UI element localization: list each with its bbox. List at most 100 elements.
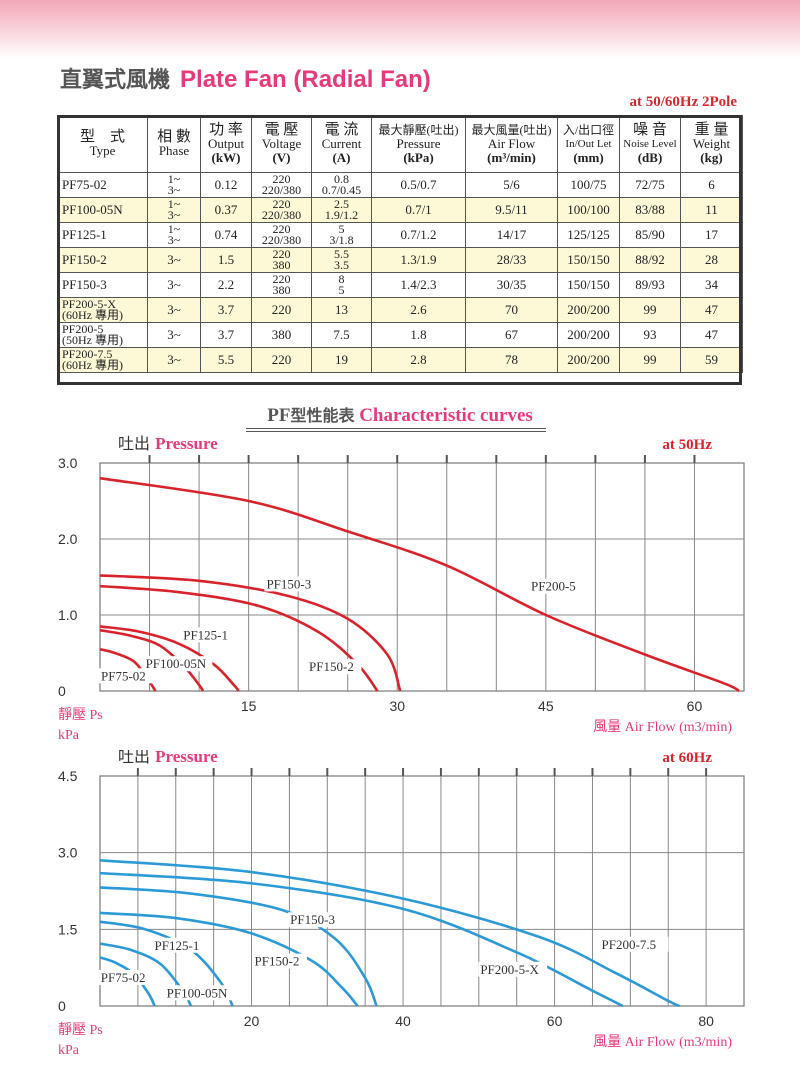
series-label-text: PF75-02 [101,668,146,683]
section-en: Characteristic curves [359,405,533,426]
series-label: PF200-5 [528,578,584,594]
cell-voltage: 220 380 [251,247,312,273]
cell-line: PF200-5-X [62,297,117,311]
cell-inout: 125/125 [557,222,620,248]
cell-output: 0.74 [200,222,252,248]
cell-phase: 3~ [147,297,201,323]
series-label-bg [252,953,307,969]
header-unit: (dB) [637,150,663,165]
cell-type: PF100-05N [57,197,148,223]
header-en: Type [89,143,116,158]
cell-line: 220/380 [261,233,302,247]
cell-line: PF150-3 [62,277,107,292]
header-cell: 相 數 Phase [147,115,201,173]
cell-weight: 17 [680,222,743,248]
cell-current: 5.5 3.5 [311,247,372,273]
cell-phase: 1~ 3~ [147,197,201,223]
cell-noise: 88/92 [619,247,681,273]
series-label: PF150-2 [307,659,362,675]
header-en: Air Flow [487,136,536,151]
cell-line: PF100-05N [62,202,123,217]
cell-line: 380 [272,258,291,272]
cell-inout: 200/200 [557,322,620,348]
header-cell: 入/出口徑 In/Out Let (mm) [557,115,620,173]
cell-type: PF125-1 [57,222,148,248]
cell-airflow: 78 [465,347,558,373]
cell-phase: 3~ [147,272,201,298]
series-label-text: PF150-3 [266,576,311,591]
cell-airflow: 70 [465,297,558,323]
series-label: PF150-3 [264,576,319,592]
series-label-text: PF150-3 [290,912,335,927]
cell-phase: 1~ 3~ [147,222,201,248]
header-cn: 電 壓 [264,122,299,138]
series-label: PF75-02 [98,969,154,985]
frequency-note: at 50/60Hz 2Pole [629,94,737,110]
y-tick-label: 3.0 [58,845,78,861]
series-line-pf150-2 [99,911,359,1007]
series-label-bg [98,668,154,684]
series-line-pf100-05n [99,628,205,692]
series-line-pf75-02 [99,647,157,692]
cell-line: 220 [272,247,291,261]
header-cn: 型 式 [79,129,125,145]
table-body: PF75-02 1~ 3~ 0.12 220 220/380 0.8 0.7/0.45 0.5/… [57,172,743,373]
title-cn: 直翼式風機 [60,68,171,93]
header-en: Output [207,136,245,151]
cell-line: 1~ [167,197,181,211]
cell-line: 2.5 [334,197,349,211]
cell-output: 5.5 [200,347,252,373]
cell-pressure: 1.8 [371,322,466,348]
cell-line: 7.5 [333,327,350,342]
series-label-bg [478,961,548,977]
cell-voltage: 380 [251,322,312,348]
cell-current: 13 [311,297,372,323]
series-label-text: PF200-5-X [480,962,539,977]
cell-type: PF150-2 [57,247,148,273]
cell-voltage: 220 380 [251,272,312,298]
header-cell: 電 壓 Voltage (V) [251,115,312,173]
cell-phase: 3~ [147,347,201,373]
x-tick-label: 60 [547,1013,563,1029]
x-tick-label: 80 [698,1013,714,1029]
cell-inout: 200/200 [557,347,620,373]
table-row: PF200-7.5 (60Hz 專用) 3~ 5.5 220 19 2.8 78 200/200… [57,347,743,373]
series-label-bg [164,985,234,1001]
header-unit: (mm) [573,150,604,165]
cell-output: 0.12 [200,172,252,198]
series-line-pf200-7.5 [99,859,681,1008]
cell-line: 0.8 [334,172,349,186]
cell-weight: 59 [680,347,743,373]
cell-line: 220/380 [261,183,302,197]
plot-frame [99,462,745,692]
series-label: PF200-7.5 [599,936,669,952]
series-line-pf150-3 [99,574,402,692]
header-cn: 功 率 [209,122,243,138]
y-axis-label: 靜壓 Ps [58,1022,103,1038]
spec-table: 型 式 Type 相 數 Phase 功 率 Output (kW) 電 壓 Voltage (V… [57,115,743,373]
cell-line: 3~ [167,183,181,197]
cell-type: PF75-02 [57,172,148,198]
header-unit: (kPa) [403,150,434,165]
y-axis-unit: kPa [58,1043,80,1058]
cell-line: 1.9/1.2 [324,208,359,222]
series-label: PF150-2 [252,953,307,969]
series-label-text: PF75-02 [101,970,146,985]
header-cn: 最大靜壓(吐出) [378,123,459,137]
cell-line: 3/1.8 [329,233,354,247]
plot-frame [99,775,745,1007]
table-row: PF150-2 3~ 1.5 220 380 5.5 3.5 1.3/1.9 28/33 150/… [57,247,743,273]
cell-inout: 150/150 [557,272,620,298]
cell-line: 3~ [167,352,181,367]
cell-current: 5 3/1.8 [311,222,372,248]
cell-line: 3~ [167,302,181,317]
cell-line: (50Hz 專用) [62,333,123,347]
cell-inout: 100/75 [557,172,620,198]
chart-60hz: 吐出 Pressure at 60Hz 0 1.5 3.0 4.5 20 40 60 80 靜壓 P… [58,750,745,1058]
chart-title: 吐出 Pressure [118,750,218,766]
series-label-text: PF150-2 [309,659,354,674]
series-line-pf150-3 [99,886,378,1007]
header-cn: 電 流 [324,122,359,138]
table-row: PF125-1 1~ 3~ 0.74 220 220/380 5 3/1.8 0.7/1.2 14… [57,222,743,248]
cell-pressure: 1.3/1.9 [371,247,466,273]
